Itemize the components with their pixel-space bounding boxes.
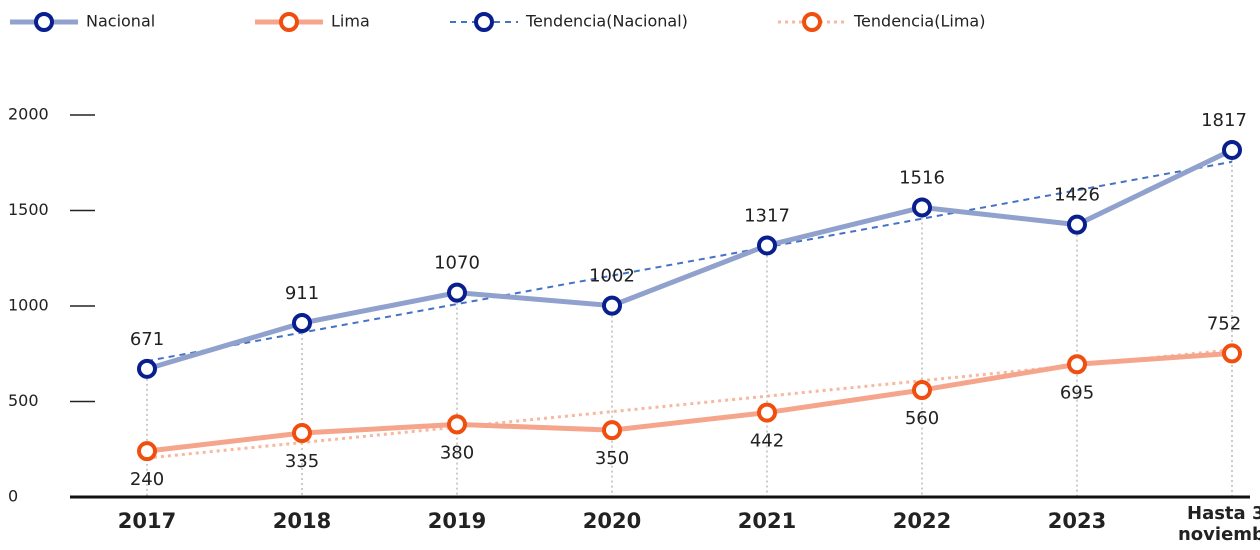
- x-tick-label: 2018: [273, 509, 331, 533]
- legend-marker: [279, 12, 299, 32]
- data-label: 1516: [899, 167, 945, 188]
- x-tick-label: 2023: [1048, 509, 1106, 533]
- data-label: 1070: [434, 253, 480, 274]
- y-tick-label: 2000: [8, 105, 49, 124]
- x-tick-label: 2019: [428, 509, 486, 533]
- data-label: 1317: [744, 205, 790, 226]
- point-marker: [1222, 343, 1242, 364]
- point-marker: [1067, 214, 1087, 235]
- point-marker: [1222, 139, 1242, 160]
- series-line: [146, 147, 1234, 372]
- data-label: 1817: [1201, 110, 1247, 131]
- series-line: [146, 350, 1233, 454]
- data-label: 350: [595, 448, 629, 469]
- data-label: 442: [750, 431, 784, 452]
- x-tick-label: 2021: [738, 509, 796, 533]
- x-tick-label: 2020: [583, 509, 641, 533]
- y-tick-label: 500: [8, 391, 39, 410]
- point-marker: [292, 312, 312, 333]
- data-label: 335: [285, 451, 319, 472]
- data-label: 380: [440, 442, 474, 463]
- data-label: 752: [1207, 313, 1241, 334]
- point-marker: [1067, 354, 1087, 375]
- y-tick-label: 0: [8, 487, 18, 506]
- data-label: 695: [1060, 382, 1094, 403]
- point-marker: [757, 402, 777, 423]
- legend-marker: [802, 12, 822, 32]
- x-tick-label: 2017: [118, 509, 176, 533]
- legend-marker: [34, 12, 54, 32]
- point-marker: [602, 295, 622, 316]
- data-label: 1426: [1054, 185, 1100, 206]
- data-label: 911: [285, 283, 319, 304]
- data-label: 671: [130, 329, 164, 350]
- point-marker: [912, 197, 932, 218]
- point-marker: [757, 235, 777, 256]
- point-marker: [447, 282, 467, 303]
- legend-label: Tendencia(Nacional): [525, 12, 688, 31]
- x-tick-label: 2022: [893, 509, 951, 533]
- point-marker: [292, 423, 312, 444]
- legend-label: Tendencia(Lima): [853, 12, 985, 31]
- point-marker: [137, 441, 157, 462]
- point-marker: [447, 414, 467, 435]
- data-label: 1002: [589, 266, 635, 287]
- legend-label: Lima: [331, 12, 370, 31]
- legend-marker: [474, 12, 494, 32]
- data-label: 560: [905, 408, 939, 429]
- point-marker: [912, 380, 932, 401]
- point-marker: [137, 358, 157, 379]
- y-tick-label: 1500: [8, 200, 49, 219]
- point-marker: [602, 420, 622, 441]
- legend-label: Nacional: [86, 12, 155, 31]
- y-tick-label: 1000: [8, 296, 49, 315]
- series-line: [146, 160, 1233, 362]
- x-tick-label: Hasta 30noviembre: [1178, 503, 1260, 545]
- data-label: 240: [130, 469, 164, 490]
